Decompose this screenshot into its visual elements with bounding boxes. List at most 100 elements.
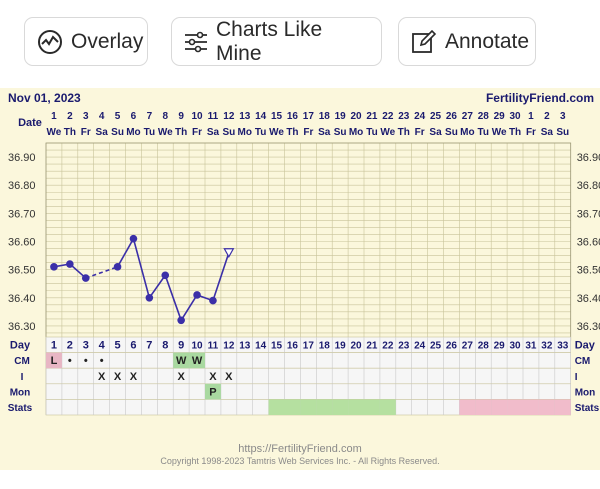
temp-point-open bbox=[223, 248, 235, 258]
stats-cell bbox=[332, 399, 349, 415]
day-number: 19 bbox=[335, 341, 347, 352]
date-number: 23 bbox=[398, 111, 410, 122]
day-number: 8 bbox=[162, 340, 168, 352]
date-number: 27 bbox=[462, 111, 474, 122]
cm-mark: • bbox=[84, 355, 88, 367]
row-label-right-cm: CM bbox=[575, 356, 591, 367]
y-tick-right: 36.70 bbox=[577, 208, 600, 220]
footer-copyright: Copyright 1998-2023 Tamtris Web Services… bbox=[160, 456, 440, 466]
weekday: Th bbox=[398, 127, 410, 138]
intercourse-mark: X bbox=[130, 371, 138, 383]
date-number: 19 bbox=[335, 111, 347, 122]
date-number: 30 bbox=[509, 111, 521, 122]
day-number: 24 bbox=[414, 341, 426, 352]
overlay-icon bbox=[37, 29, 63, 55]
overlay-button[interactable]: Overlay bbox=[24, 17, 148, 66]
stats-cell bbox=[316, 399, 333, 415]
day-number: 26 bbox=[446, 341, 458, 352]
weekday: Sa bbox=[207, 127, 220, 138]
day-number: 30 bbox=[509, 341, 521, 352]
intercourse-mark: X bbox=[98, 371, 106, 383]
day-number: 23 bbox=[398, 341, 410, 352]
day-number: 6 bbox=[130, 340, 136, 352]
intercourse-mark: X bbox=[177, 371, 185, 383]
y-tick-left: 36.90 bbox=[8, 152, 36, 164]
temp-line-segment bbox=[164, 275, 182, 321]
temp-point bbox=[113, 263, 122, 271]
stats-cell bbox=[364, 399, 380, 415]
temp-point bbox=[66, 260, 74, 268]
y-tick-right: 36.90 bbox=[577, 152, 600, 164]
stats-cell bbox=[554, 399, 571, 415]
date-number: 9 bbox=[178, 111, 184, 122]
annotate-button[interactable]: Annotate bbox=[398, 17, 536, 66]
row-label-stats: Stats bbox=[8, 403, 33, 414]
weekday: Mo bbox=[460, 127, 474, 138]
stats-cell bbox=[491, 399, 508, 415]
date-number: 26 bbox=[446, 111, 458, 122]
weekday: Su bbox=[556, 127, 569, 138]
day-number: 10 bbox=[191, 341, 203, 352]
y-tick-right: 36.60 bbox=[577, 237, 600, 249]
charts-like-mine-label: Charts Like Mine bbox=[216, 17, 323, 65]
monitor-cell bbox=[205, 383, 221, 400]
weekday: Su bbox=[445, 127, 458, 138]
day-number: 22 bbox=[382, 341, 394, 352]
y-tick-left: 36.50 bbox=[8, 265, 36, 277]
weekday: Tu bbox=[255, 127, 266, 138]
weekday: Sa bbox=[96, 127, 109, 138]
day-number: 18 bbox=[319, 341, 331, 352]
temp-line-segment bbox=[148, 274, 166, 299]
date-number: 11 bbox=[208, 111, 219, 122]
temp-point bbox=[50, 263, 58, 271]
day-number: 29 bbox=[494, 341, 506, 352]
annotate-label: Annotate bbox=[445, 29, 530, 53]
weekday: Th bbox=[175, 127, 187, 138]
date-number: 3 bbox=[560, 111, 566, 122]
weekday: We bbox=[47, 127, 62, 138]
day-number: 21 bbox=[366, 341, 378, 352]
temp-point bbox=[145, 293, 154, 302]
weekday: Fr bbox=[415, 127, 425, 138]
temp-line-segment bbox=[212, 252, 230, 301]
stats-cell bbox=[475, 399, 492, 415]
day-number: 13 bbox=[239, 341, 251, 352]
temp-line-segment bbox=[116, 238, 135, 268]
y-tick-left: 36.80 bbox=[8, 180, 36, 192]
row-label-day: Day bbox=[10, 340, 31, 352]
weekday: Fr bbox=[81, 127, 91, 138]
date-number: 2 bbox=[67, 111, 73, 122]
charts-like-mine-button[interactable]: Charts Like Mine bbox=[171, 17, 382, 66]
day-number: 28 bbox=[478, 341, 490, 352]
day-number: 20 bbox=[350, 341, 362, 352]
cm-mark: • bbox=[100, 355, 104, 367]
date-number: 14 bbox=[255, 111, 267, 122]
weekday: We bbox=[269, 127, 284, 138]
weekday: Sa bbox=[318, 127, 331, 138]
date-number: 10 bbox=[191, 111, 203, 122]
row-label-right-stats: Stats bbox=[575, 403, 600, 414]
temp-point bbox=[81, 274, 90, 282]
weekday: Mo bbox=[238, 127, 252, 138]
date-number: 16 bbox=[287, 111, 299, 122]
edit-icon bbox=[411, 29, 437, 55]
overlay-label: Overlay bbox=[71, 29, 144, 53]
date-number: 12 bbox=[223, 111, 235, 122]
temp-line-segment bbox=[132, 238, 151, 298]
row-label-right-mon: Mon bbox=[575, 387, 596, 398]
temp-point bbox=[161, 271, 170, 280]
day-number: 33 bbox=[557, 341, 569, 352]
weekday: Fr bbox=[303, 127, 313, 138]
y-tick-left: 36.30 bbox=[8, 321, 36, 333]
stats-cell bbox=[538, 399, 555, 415]
day-number: 25 bbox=[430, 341, 442, 352]
weekday: Mo bbox=[349, 127, 363, 138]
day-number: 9 bbox=[178, 340, 184, 352]
row-label-i: I bbox=[21, 372, 24, 383]
date-row-label: Date bbox=[18, 117, 42, 129]
date-number: 17 bbox=[303, 111, 315, 122]
row-label-right-i: I bbox=[575, 372, 578, 383]
chart-footer: https://FertilityFriend.com Copyright 19… bbox=[0, 443, 600, 467]
date-number: 3 bbox=[83, 111, 89, 122]
temp-line-segment bbox=[180, 294, 198, 321]
